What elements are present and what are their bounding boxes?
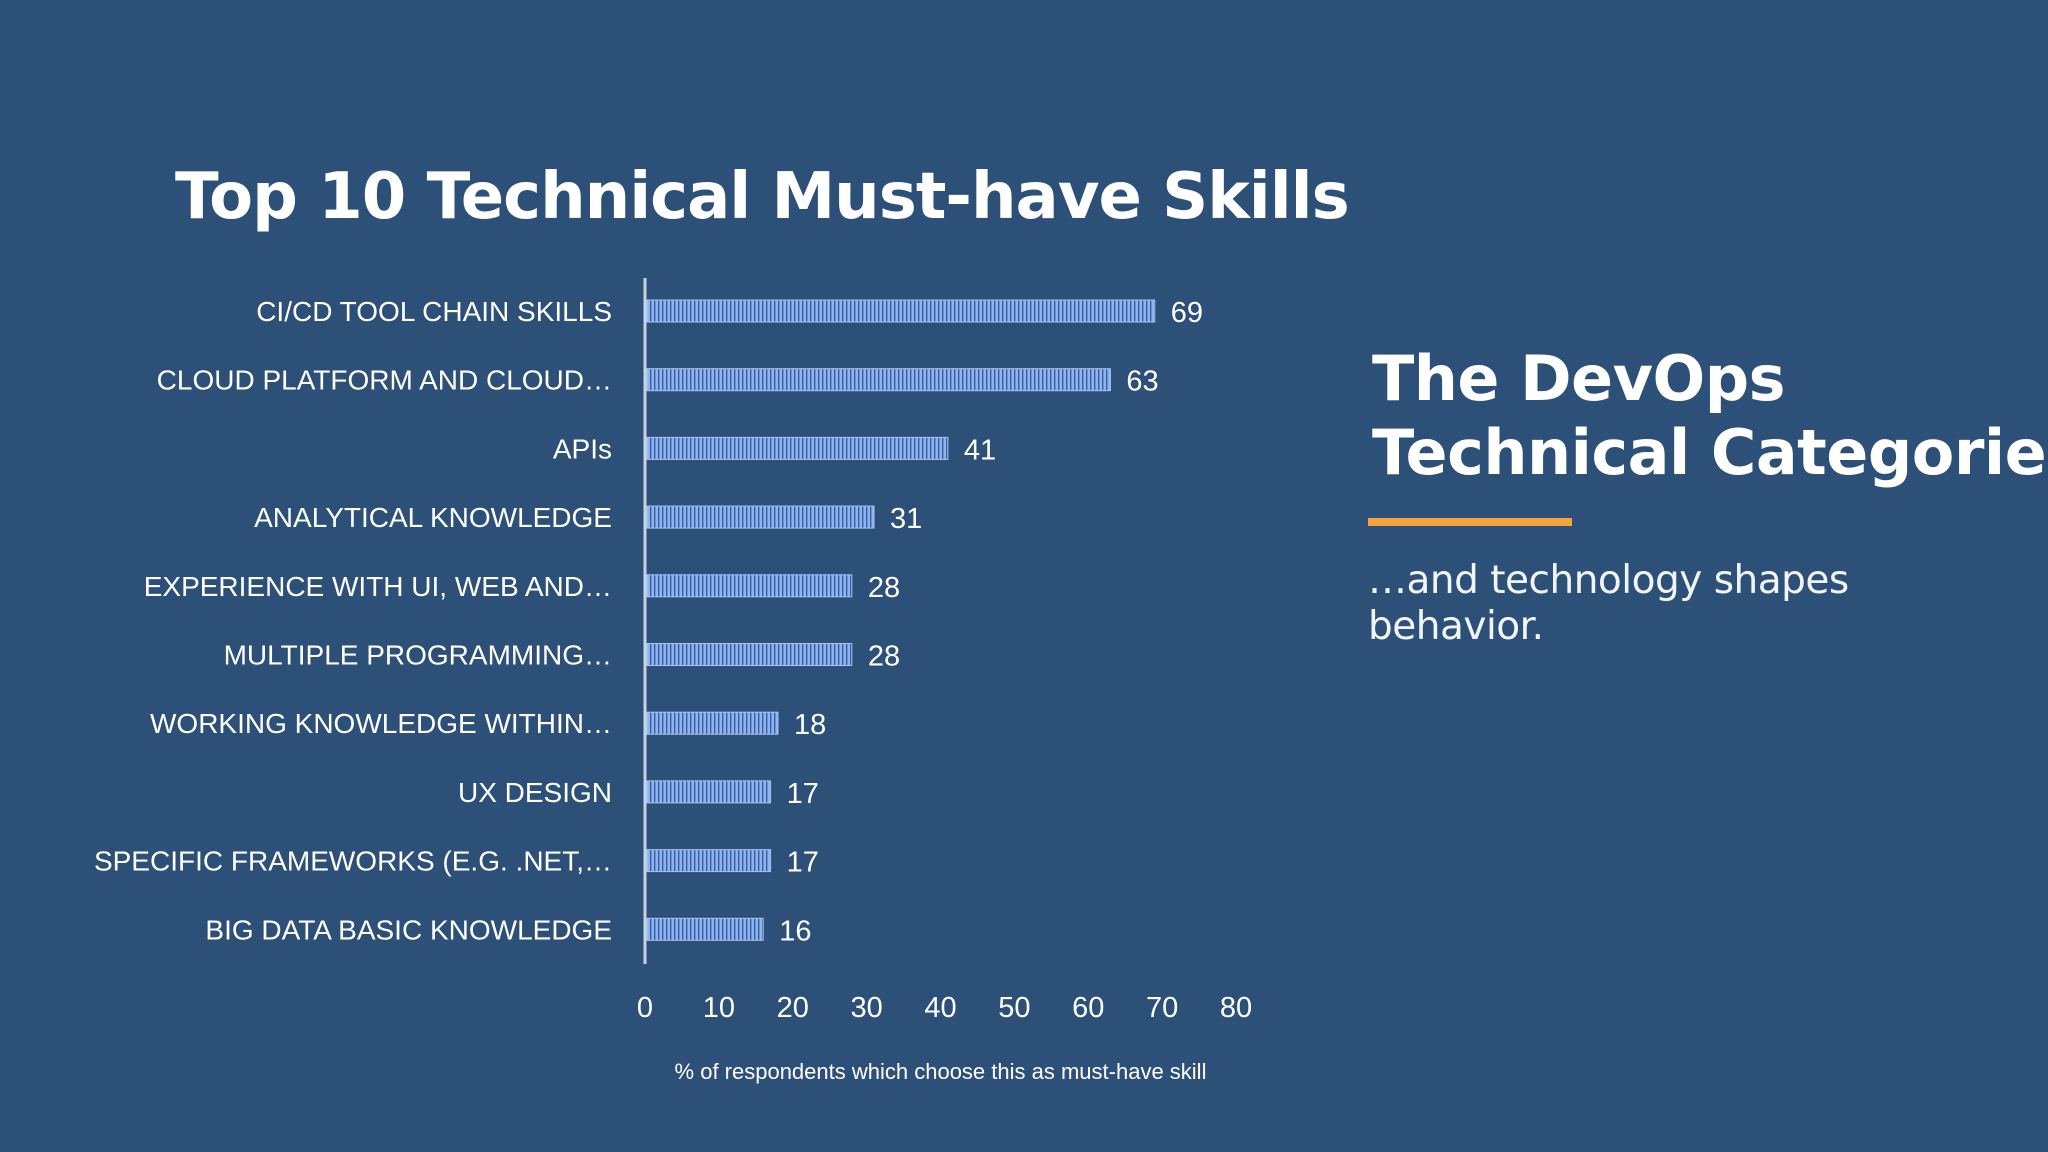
x-axis-title: % of respondents which choose this as mu… bbox=[675, 1059, 1207, 1084]
value-label: 69 bbox=[1171, 297, 1203, 329]
bar bbox=[646, 505, 875, 529]
value-label: 28 bbox=[868, 641, 900, 673]
side-panel-title: The DevOps Technical Categories bbox=[1372, 342, 2048, 490]
bar bbox=[646, 368, 1111, 392]
x-tick-label: 20 bbox=[777, 992, 809, 1024]
bar bbox=[646, 643, 853, 666]
side-title-line-2: Technical Categories bbox=[1372, 416, 2048, 489]
category-label: CLOUD PLATFORM AND CLOUD… bbox=[157, 365, 612, 396]
value-label: 31 bbox=[890, 503, 922, 535]
category-label: MULTIPLE PROGRAMMING… bbox=[224, 640, 612, 671]
bar bbox=[646, 436, 949, 460]
x-tick-label: 80 bbox=[1220, 992, 1252, 1024]
x-tick-label: 30 bbox=[850, 992, 882, 1024]
value-label: 18 bbox=[794, 709, 826, 741]
category-label: BIG DATA BASIC KNOWLEDGE bbox=[205, 914, 612, 945]
category-label: UX DESIGN bbox=[458, 777, 612, 808]
category-label: APIs bbox=[553, 433, 612, 464]
x-tick-label: 10 bbox=[703, 992, 735, 1024]
accent-rule bbox=[1368, 518, 1572, 526]
category-labels: CI/CD TOOL CHAIN SKILLS CLOUD PLATFORM AN… bbox=[94, 296, 612, 945]
x-axis-ticks: 0 10 20 30 40 50 60 70 80 bbox=[637, 992, 1252, 1024]
category-label: WORKING KNOWLEDGE WITHIN… bbox=[150, 708, 612, 739]
x-tick-label: 60 bbox=[1072, 992, 1104, 1024]
bar bbox=[646, 711, 779, 735]
bar bbox=[646, 917, 764, 941]
value-label: 41 bbox=[964, 434, 996, 466]
value-label: 17 bbox=[787, 847, 819, 879]
side-panel-subtitle: …and technology shapes behavior. bbox=[1368, 558, 1849, 649]
category-label: ANALYTICAL KNOWLEDGE bbox=[254, 502, 612, 533]
value-label: 17 bbox=[787, 778, 819, 810]
bar bbox=[646, 299, 1156, 323]
chart-title: Top 10 Technical Must-have Skills bbox=[175, 160, 1350, 234]
x-tick-label: 40 bbox=[924, 992, 956, 1024]
x-tick-label: 0 bbox=[637, 992, 653, 1024]
value-label: 16 bbox=[779, 915, 811, 947]
bar bbox=[646, 849, 772, 873]
chart-bars bbox=[646, 299, 1156, 941]
category-label: SPECIFIC FRAMEWORKS (E.G. .NET,… bbox=[94, 846, 612, 877]
bar bbox=[646, 574, 853, 598]
side-title-line-1: The DevOps bbox=[1372, 342, 1785, 415]
x-tick-label: 50 bbox=[998, 992, 1030, 1024]
category-label: CI/CD TOOL CHAIN SKILLS bbox=[256, 296, 612, 327]
bar bbox=[646, 780, 772, 804]
value-label: 28 bbox=[868, 572, 900, 604]
category-label: EXPERIENCE WITH UI, WEB AND… bbox=[144, 571, 612, 602]
value-label: 63 bbox=[1126, 366, 1158, 398]
value-labels: 69 63 41 31 28 28 18 17 17 16 bbox=[779, 297, 1203, 947]
x-tick-label: 70 bbox=[1146, 992, 1178, 1024]
